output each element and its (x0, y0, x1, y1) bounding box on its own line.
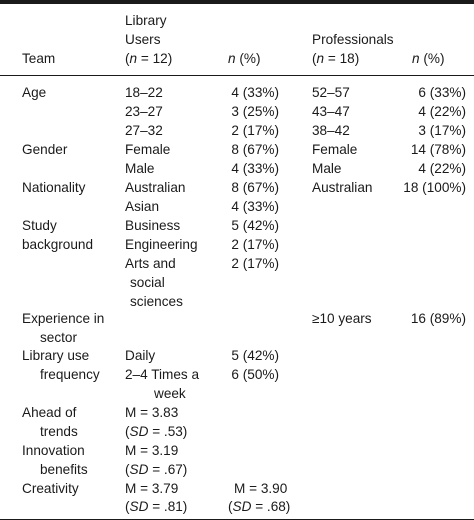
header-library-npct: n (%) (228, 51, 261, 66)
cell-lib-val: 8 (67%) (231, 142, 279, 157)
header-prof-n: (n = 18) (312, 51, 360, 66)
cell-prof-cat: ≥10 years (312, 311, 372, 326)
cell-mean-2: M = 3.90 (234, 481, 288, 496)
cell-prof-val: 4 (22%) (418, 161, 466, 176)
cell-prof-val: 14 (78%) (410, 142, 466, 157)
header-professionals: Professionals (312, 32, 394, 47)
cell-lib-cat: Male (125, 161, 155, 176)
row-label-innovation: Innovation (22, 443, 85, 458)
cell-prof-cat: Australian (312, 180, 373, 195)
row-label-ahead: Ahead of (22, 405, 77, 420)
cell-lib-cat-arts-line3: sciences (130, 294, 183, 309)
cell-lib-mean: M = 3.79 (125, 481, 179, 496)
cell-lib-cat-line2: week (154, 386, 186, 401)
cell-lib-val: 2 (17%) (231, 256, 279, 271)
cell-sd-2: (SD = .68) (228, 499, 291, 514)
row-label-gender: Gender (22, 142, 68, 157)
row-label-experience: Experience in (22, 311, 105, 326)
row-label-study: Study (22, 218, 57, 233)
cell-lib-sd: (SD = .53) (125, 424, 188, 439)
cell-lib-sd: (SD = .81) (125, 499, 188, 514)
cell-lib-val: 2 (17%) (231, 123, 279, 138)
cell-lib-val: 2 (17%) (231, 237, 279, 252)
cell-lib-val: 6 (50%) (231, 367, 279, 382)
row-label-library-use-line2: frequency (40, 367, 100, 382)
cell-lib-cat: 18–22 (125, 85, 163, 100)
cell-prof-val: 4 (22%) (418, 104, 466, 119)
cell-lib-mean: M = 3.19 (125, 443, 179, 458)
cell-lib-val: 3 (25%) (231, 104, 279, 119)
row-label-creativity: Creativity (22, 481, 79, 496)
cell-prof-cat: 38–42 (312, 123, 350, 138)
cell-lib-val: 4 (33%) (231, 85, 279, 100)
cell-lib-val: 5 (42%) (231, 218, 279, 233)
cell-lib-cat-arts-line2: social (130, 275, 165, 290)
cell-lib-val: 4 (33%) (231, 161, 279, 176)
cell-lib-cat: 23–27 (125, 104, 163, 119)
cell-lib-val: 4 (33%) (231, 199, 279, 214)
row-label-study-line2: background (22, 237, 94, 252)
cell-prof-val: 3 (17%) (418, 123, 466, 138)
header-prof-npct: n (%) (412, 51, 445, 66)
row-label-experience-line2: sector (40, 330, 78, 345)
cell-lib-cat: Daily (125, 348, 156, 363)
header-team: Team (22, 51, 56, 66)
cell-lib-cat: Female (125, 142, 171, 157)
cell-prof-cat: Male (312, 161, 342, 176)
header-library-line1: Library (125, 13, 167, 28)
row-label-innovation-line2: benefits (40, 462, 88, 477)
cell-lib-cat: Business (125, 218, 181, 233)
cell-prof-val: 16 (89%) (410, 311, 466, 326)
cell-prof-cat: 52–57 (312, 85, 350, 100)
cell-lib-cat: Engineering (125, 237, 198, 252)
cell-lib-sd: (SD = .67) (125, 462, 188, 477)
cell-prof-val: 6 (33%) (418, 85, 466, 100)
cell-lib-cat: 2–4 Times a (125, 367, 200, 382)
row-label-ahead-line2: trends (40, 424, 78, 439)
cell-lib-val: 8 (67%) (231, 180, 279, 195)
cell-lib-cat: Asian (125, 199, 160, 214)
cell-lib-mean: M = 3.83 (125, 405, 179, 420)
header-library-line2: Users (125, 32, 161, 47)
cell-lib-cat: Australian (125, 180, 186, 195)
row-label-age: Age (22, 85, 47, 100)
table-top-rule (0, 0, 474, 4)
cell-lib-cat: 27–32 (125, 123, 163, 138)
cell-prof-cat: Female (312, 142, 358, 157)
table-header-rule (0, 75, 474, 76)
header-library-n: (n = 12) (125, 51, 173, 66)
row-label-library-use: Library use (22, 348, 90, 363)
row-label-nationality: Nationality (22, 180, 86, 195)
cell-prof-val: 18 (100%) (403, 180, 466, 195)
cell-prof-cat: 43–47 (312, 104, 350, 119)
cell-lib-cat-arts: Arts and (125, 256, 176, 271)
cell-lib-val: 5 (42%) (231, 348, 279, 363)
